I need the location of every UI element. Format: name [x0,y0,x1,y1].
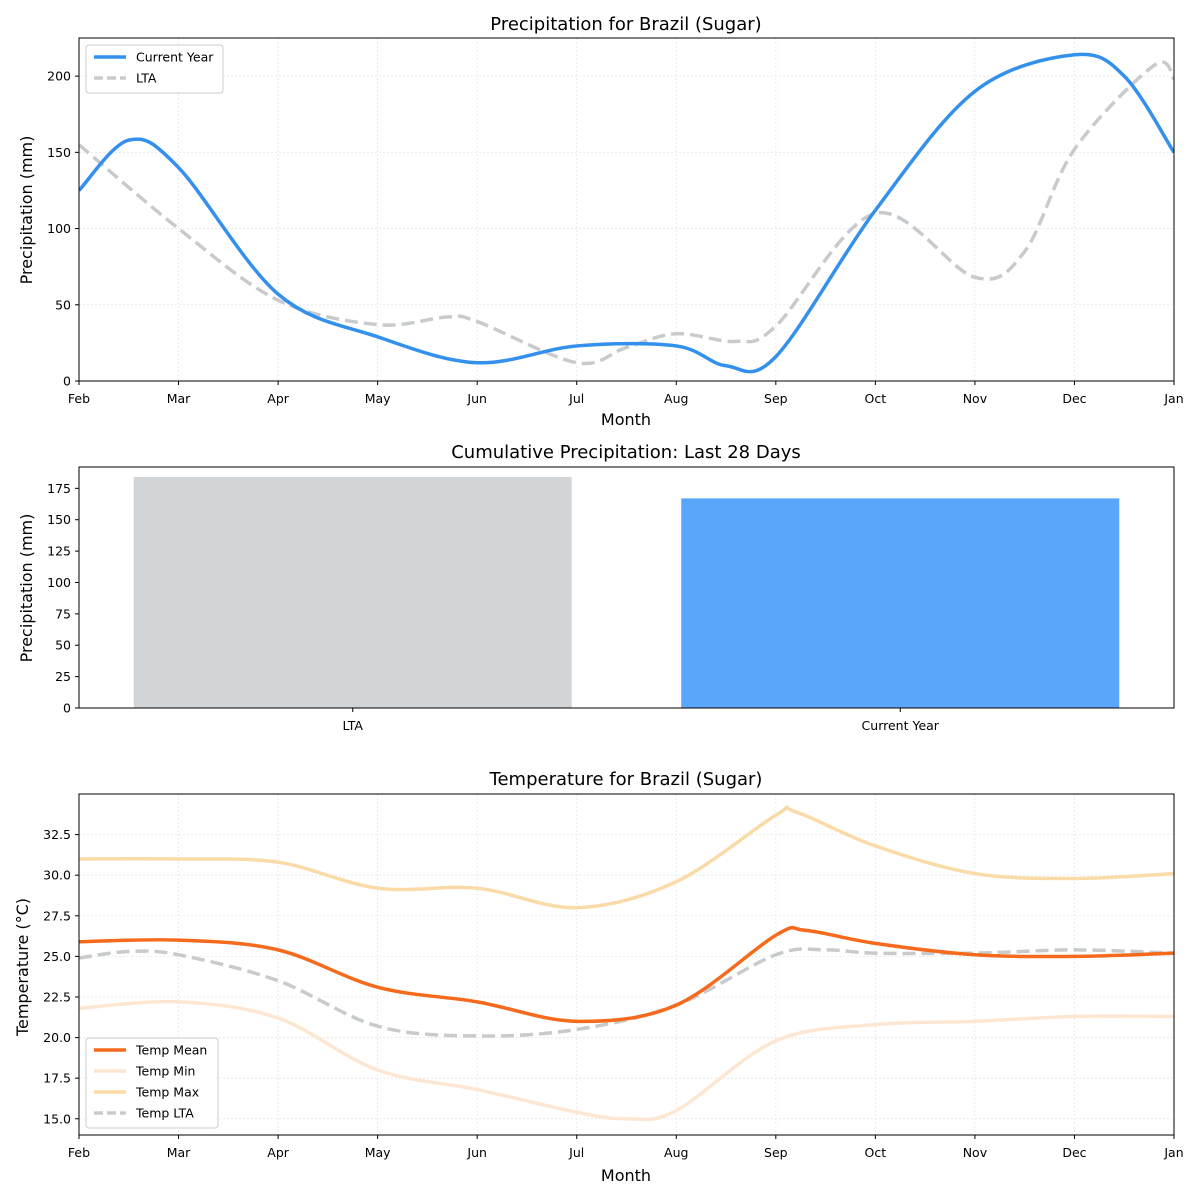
series-line-temp-min [79,999,1174,1122]
y-tick-label: 150 [47,512,71,527]
y-tick-label: 100 [47,221,71,236]
y-tick-label: 125 [47,544,71,559]
x-tick-label: Jun [466,391,487,406]
legend-entry: Temp LTA [135,1106,194,1121]
series-line-temp-mean [79,925,1174,1024]
x-tick-label: Nov [963,1145,988,1160]
legend-entry: Temp Max [135,1085,199,1100]
x-tick-label: Dec [1062,1145,1086,1160]
x-tick-label: Feb [68,1145,90,1160]
y-tick-label: 100 [47,575,71,590]
temperature-line-chart: Temperature for Brazil (Sugar) Month Tem… [13,769,1184,1185]
precipitation-line-chart: Precipitation for Brazil (Sugar) Month P… [17,14,1184,429]
legend-entry: Temp Min [135,1064,195,1079]
x-tick-label: Aug [664,391,688,406]
y-axis-label: Temperature (°C) [13,898,32,1037]
legend-box [85,1037,219,1129]
x-tick-label: Jul [568,1145,584,1160]
plot-frame [78,466,1175,709]
x-tick-label: Oct [865,1145,887,1160]
x-tick-label: Feb [68,391,90,406]
x-tick-label: Aug [664,1145,688,1160]
series-line-lta [79,60,1174,366]
x-tick-label: Sep [764,391,788,406]
y-tick-label: 15.0 [43,1111,71,1126]
x-tick-label: Apr [267,1145,289,1160]
x-tick-label: Apr [267,391,289,406]
plot-frame [78,793,1175,1136]
series-line-temp-max [79,805,1174,910]
series-line-current-year [79,52,1174,374]
plot-frame [78,37,1175,382]
x-tick-label: May [365,1145,391,1160]
y-tick-label: 25.0 [43,949,71,964]
y-tick-label: 0 [63,374,71,389]
y-axis-label: Precipitation (mm) [17,514,36,663]
x-tick-label: Sep [764,1145,788,1160]
x-tick-label: Nov [963,391,988,406]
x-tick-label: Jan [1163,1145,1183,1160]
x-axis-label: Month [601,410,651,429]
y-tick-label: 25 [55,669,71,684]
y-tick-label: 27.5 [43,908,71,923]
y-tick-label: 175 [47,481,71,496]
x-tick-label: Mar [167,391,191,406]
y-tick-label: 200 [47,69,71,84]
chart-title: Temperature for Brazil (Sugar) [489,769,763,790]
bar-lta [133,477,572,708]
bar-current-year [681,498,1120,708]
x-tick-label: Dec [1062,391,1086,406]
x-tick-label: Oct [865,391,887,406]
series-line-temp-lta [79,947,1174,1038]
chart-title: Cumulative Precipitation: Last 28 Days [451,442,801,463]
chart-title: Precipitation for Brazil (Sugar) [490,14,761,35]
y-tick-label: 30.0 [43,868,71,883]
x-tick-label: Current Year [862,718,940,733]
y-tick-label: 50 [55,297,71,312]
legend-entry: Current Year [136,50,214,65]
y-tick-label: 20.0 [43,1030,71,1045]
y-tick-label: 22.5 [43,989,71,1004]
x-axis-label: Month [601,1166,651,1185]
x-tick-label: Jun [466,1145,487,1160]
y-axis-label: Precipitation (mm) [17,136,36,285]
x-tick-label: LTA [343,718,364,733]
y-tick-label: 17.5 [43,1071,71,1086]
x-tick-label: Mar [167,1145,191,1160]
x-tick-label: May [365,391,391,406]
legend-entry: Temp Mean [135,1043,207,1058]
x-tick-label: Jan [1163,391,1183,406]
y-tick-label: 32.5 [43,827,71,842]
y-tick-label: 150 [47,145,71,160]
y-tick-label: 0 [63,701,71,716]
y-tick-label: 50 [55,638,71,653]
x-tick-label: Jul [568,391,584,406]
y-tick-label: 75 [55,606,71,621]
legend-entry: LTA [136,71,157,86]
cumulative-precipitation-bar-chart: Cumulative Precipitation: Last 28 Days P… [17,442,1175,733]
